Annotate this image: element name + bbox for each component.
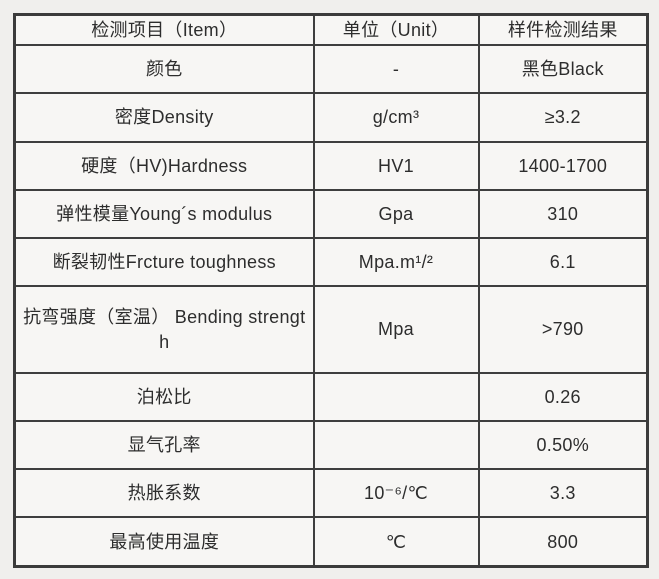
- result-cell: 1400-1700: [477, 140, 649, 191]
- item-cell: 弹性模量Young´s modulus: [13, 188, 315, 239]
- header-unit: 单位（Unit）: [312, 13, 480, 47]
- header-result: 样件检测结果: [477, 13, 649, 47]
- item-cell: 抗弯强度（室温） Bending strengt h: [13, 285, 315, 374]
- table-row: 泊松比 0.26: [13, 371, 649, 423]
- result-cell: 0.50%: [477, 420, 649, 471]
- table-row: 抗弯强度（室温） Bending strengt h Mpa >790: [13, 285, 649, 374]
- unit-cell: [312, 420, 480, 471]
- table-row: 弹性模量Young´s modulus Gpa 310: [13, 188, 649, 239]
- item-cell: 颜色: [13, 44, 315, 95]
- unit-cell: Gpa: [312, 188, 480, 239]
- result-cell: 黑色Black: [477, 44, 649, 95]
- item-cell: 密度Density: [13, 92, 315, 143]
- table-row: 断裂韧性Frcture toughness Mpa.m¹/² 6.1: [13, 236, 649, 288]
- item-cell: 热胀系数: [13, 468, 315, 519]
- result-cell: ≥3.2: [477, 92, 649, 143]
- table-row: 热胀系数 10⁻⁶/℃ 3.3: [13, 468, 649, 519]
- result-cell: 0.26: [477, 371, 649, 423]
- table-row: 最高使用温度 ℃ 800: [13, 516, 649, 568]
- item-cell: 硬度（HV)Hardness: [13, 140, 315, 191]
- unit-cell: 10⁻⁶/℃: [312, 468, 480, 519]
- result-cell: 3.3: [477, 468, 649, 519]
- material-spec-table: 检测项目（Item） 单位（Unit） 样件检测结果 颜色 - 黑色Black …: [13, 13, 649, 568]
- unit-cell: HV1: [312, 140, 480, 191]
- result-cell: 800: [477, 516, 649, 568]
- unit-cell: ℃: [312, 516, 480, 568]
- header-item: 检测项目（Item）: [13, 13, 315, 47]
- unit-cell: Mpa.m¹/²: [312, 236, 480, 288]
- item-cell: 泊松比: [13, 371, 315, 423]
- table-row: 显气孔率 0.50%: [13, 420, 649, 471]
- item-cell: 断裂韧性Frcture toughness: [13, 236, 315, 288]
- item-cell: 显气孔率: [13, 420, 315, 471]
- table-row: 颜色 - 黑色Black: [13, 44, 649, 95]
- unit-cell: [312, 371, 480, 423]
- table-row: 硬度（HV)Hardness HV1 1400-1700: [13, 140, 649, 191]
- table-row: 密度Density g/cm³ ≥3.2: [13, 92, 649, 143]
- result-cell: >790: [477, 285, 649, 374]
- unit-cell: g/cm³: [312, 92, 480, 143]
- result-cell: 6.1: [477, 236, 649, 288]
- unit-cell: Mpa: [312, 285, 480, 374]
- item-cell: 最高使用温度: [13, 516, 315, 568]
- unit-cell: -: [312, 44, 480, 95]
- header-row: 检测项目（Item） 单位（Unit） 样件检测结果: [13, 13, 649, 47]
- result-cell: 310: [477, 188, 649, 239]
